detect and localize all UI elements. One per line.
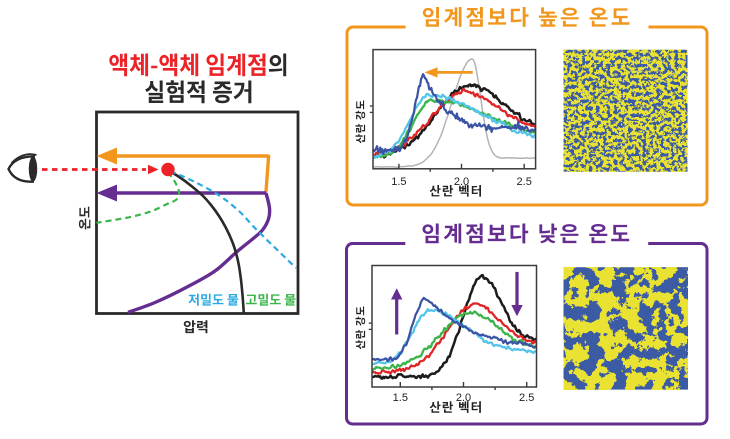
svg-text:1.5: 1.5 — [393, 392, 408, 404]
svg-text:2.5: 2.5 — [517, 176, 532, 188]
svg-text:2.0: 2.0 — [456, 392, 471, 404]
svg-text:1.5: 1.5 — [391, 176, 406, 188]
svg-text:2.0: 2.0 — [454, 176, 469, 188]
svg-text:2.5: 2.5 — [519, 392, 534, 404]
